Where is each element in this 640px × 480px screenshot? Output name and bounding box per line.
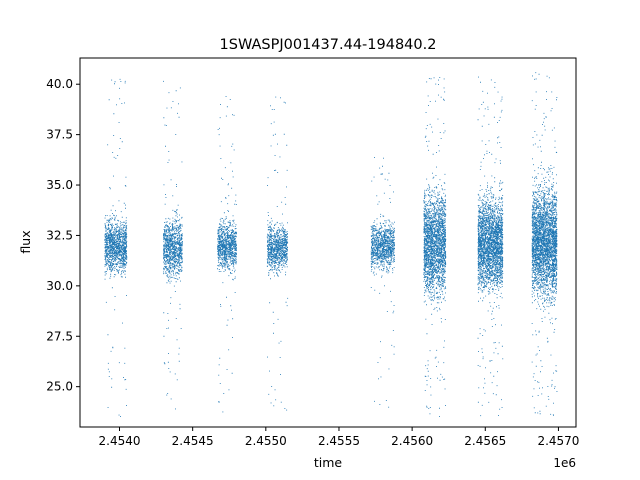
scatter-point-group bbox=[217, 96, 237, 413]
x-axis-label: time bbox=[314, 455, 343, 470]
x-tick-label: 2.4565 bbox=[464, 434, 506, 448]
plot-frame bbox=[79, 57, 577, 428]
scatter-point-group bbox=[266, 96, 289, 411]
x-tick-label: 2.4545 bbox=[172, 434, 214, 448]
x-tick-label: 2.4560 bbox=[391, 434, 433, 448]
x-tick-label: 2.4540 bbox=[99, 434, 141, 448]
y-axis-label: flux bbox=[18, 230, 33, 253]
y-tick-label: 40.0 bbox=[46, 77, 73, 91]
scatter-point-group bbox=[370, 157, 395, 408]
x-axis-offset-label: 1e6 bbox=[553, 456, 576, 470]
y-axis: 25.0 27.5 30.0 32.5 35.0 37.5 40.0 bbox=[46, 77, 80, 394]
point-cluster bbox=[163, 80, 183, 410]
point-cluster bbox=[104, 78, 128, 418]
chart-title: 1SWASPJ001437.44-194840.2 bbox=[220, 37, 437, 53]
x-tick-label: 2.4555 bbox=[318, 434, 360, 448]
point-cluster bbox=[266, 96, 289, 411]
point-cluster bbox=[423, 77, 447, 417]
y-tick-label: 37.5 bbox=[46, 128, 73, 142]
y-tick-label: 35.0 bbox=[46, 178, 73, 192]
scatter-point-group bbox=[104, 78, 128, 418]
scatter-point-group bbox=[477, 76, 504, 417]
point-cluster bbox=[370, 157, 395, 408]
x-axis: 2.4540 2.4545 2.4550 2.4555 2.4560 2.4565 2.45… bbox=[99, 427, 579, 448]
scatter-point-group bbox=[163, 80, 183, 410]
y-tick-label: 30.0 bbox=[46, 279, 73, 293]
y-tick-label: 32.5 bbox=[46, 228, 73, 242]
point-cluster bbox=[477, 76, 504, 417]
x-tick-label: 2.4570 bbox=[537, 434, 579, 448]
scatter-point-group bbox=[531, 72, 558, 416]
point-cluster bbox=[531, 72, 558, 416]
y-tick-label: 27.5 bbox=[46, 329, 73, 343]
x-tick-label: 2.4550 bbox=[245, 434, 287, 448]
scatter-point-group bbox=[423, 77, 447, 417]
point-cluster bbox=[217, 96, 237, 413]
y-tick-label: 25.0 bbox=[46, 380, 73, 394]
scatter-points bbox=[104, 72, 558, 418]
